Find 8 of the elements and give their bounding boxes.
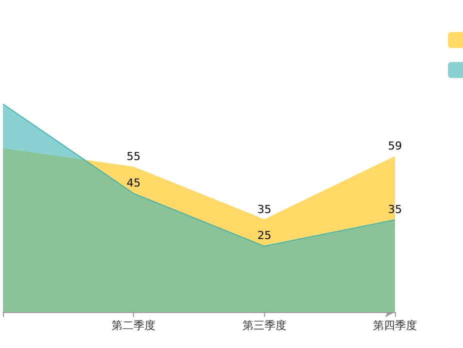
x-tick-label: 第三季度: [242, 319, 286, 332]
x-tick-label: 第四季度: [373, 319, 417, 332]
data-label: 55: [126, 150, 141, 164]
data-label: 45: [126, 176, 141, 190]
data-label: 25: [257, 229, 272, 242]
data-label: 35: [257, 202, 272, 216]
data-label: 59: [388, 140, 402, 153]
x-tick-label: 第二季度: [112, 319, 156, 332]
